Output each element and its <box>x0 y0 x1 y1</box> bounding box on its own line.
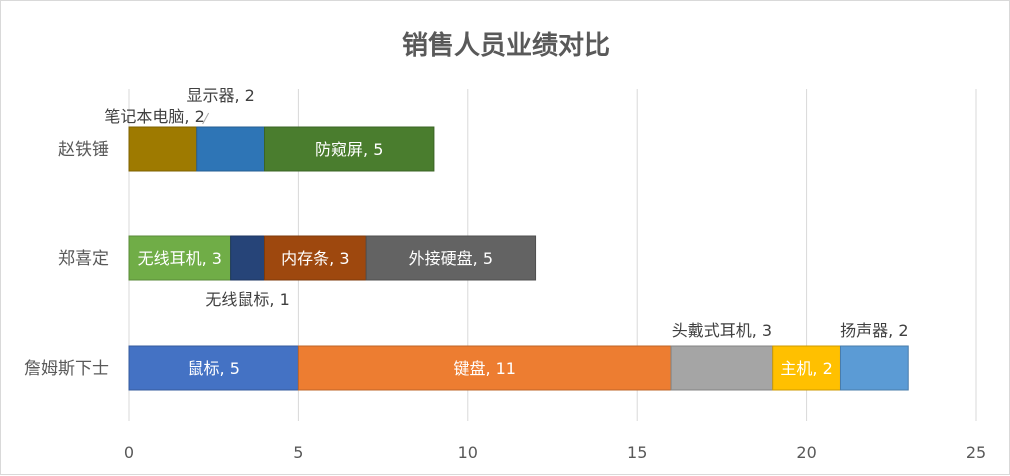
data-label-r2-s4: 外接硬盘, 5 <box>409 249 493 268</box>
data-label-r3-s1: 鼠标, 5 <box>188 359 240 378</box>
x-tick-label-5: 5 <box>293 443 303 462</box>
chart-title: 销售人员业绩对比 <box>402 30 610 61</box>
bar-segment-r1-s3 <box>264 126 435 172</box>
data-label-r3-s2: 键盘, 11 <box>453 359 516 378</box>
bar-segment-r3-s1 <box>128 345 299 391</box>
bar-segments <box>128 126 909 391</box>
x-tick-label-25: 25 <box>966 443 986 462</box>
x-tick-label-10: 10 <box>458 443 478 462</box>
data-label-r1-s3: 防窥屏, 5 <box>315 140 383 159</box>
data-label-r2-s3: 内存条, 3 <box>281 249 349 268</box>
category-label-2: 郑喜定 <box>58 249 109 269</box>
bar-segment-r3-s5 <box>839 345 909 391</box>
data-label-r3-s5: 扬声器, 2 <box>840 321 908 340</box>
data-labels: 笔记本电脑, 2 显示器, 2 防窥屏, 5 无线耳机, 3 无线鼠标, 1 内存条, 3… <box>104 86 908 378</box>
bar-segment-r1-s1 <box>128 126 198 172</box>
data-label-r3-s4: 主机, 2 <box>780 359 832 378</box>
data-label-r2-s2: 无线鼠标, 1 <box>205 290 289 309</box>
x-tick-label-0: 0 <box>124 443 134 462</box>
data-label-r1-s1: 笔记本电脑, 2 <box>104 107 204 126</box>
category-label-1: 赵铁锤 <box>58 140 109 160</box>
data-label-r3-s3: 头戴式耳机, 3 <box>672 321 772 340</box>
leader-line-r1-s2 <box>202 112 210 125</box>
bar-segment-r2-s4 <box>365 235 537 281</box>
category-label-3: 詹姆斯下士 <box>24 359 109 379</box>
data-label-r1-s2: 显示器, 2 <box>186 86 254 105</box>
bar-segment-r3-s2 <box>297 345 672 391</box>
bar-segment-r1-s2 <box>196 126 266 172</box>
x-tick-label-20: 20 <box>796 443 816 462</box>
bar-segment-r3-s3 <box>670 345 774 391</box>
bar-segment-r3-s4 <box>772 345 841 391</box>
bar-segment-r2-s2 <box>230 235 266 281</box>
data-label-r2-s1: 无线耳机, 3 <box>138 249 222 268</box>
x-tick-label-15: 15 <box>627 443 647 462</box>
